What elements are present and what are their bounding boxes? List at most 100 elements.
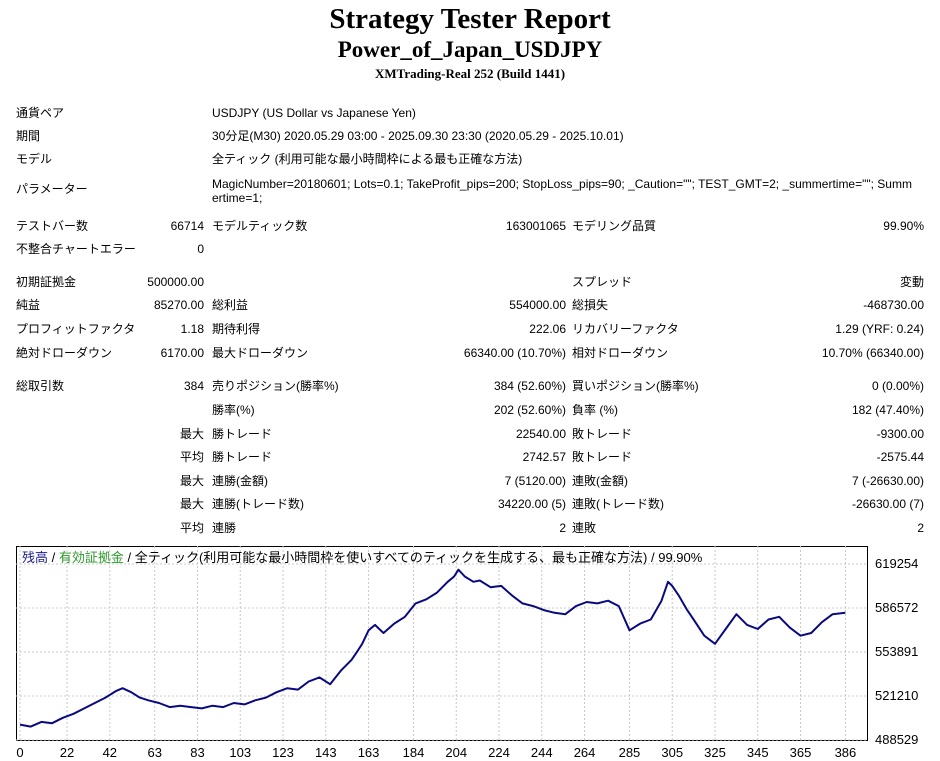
avg-loss-label: 敗トレード <box>572 450 633 464</box>
symbol-value: USDJPY (US Dollar vs Japanese Yen) <box>212 106 416 120</box>
y-tick-label: 586572 <box>875 600 919 615</box>
win-rate-label: 勝率(%) <box>212 403 255 417</box>
win-rate-value: 202 (52.60%) <box>493 403 566 417</box>
cons-wins-amount-value: 7 (5120.00) <box>504 474 566 488</box>
x-tick-label: 143 <box>314 745 337 760</box>
cons-wins-amount-label: 連勝(金額) <box>212 474 268 488</box>
y-tick-label: 488529 <box>875 732 919 747</box>
cons-losses-trades-label: 連敗(トレード数) <box>572 497 664 511</box>
spread-value: 変動 <box>899 275 924 289</box>
x-tick-label: 0 <box>16 745 24 760</box>
report-title: Strategy Tester Report <box>329 3 611 35</box>
short-positions-value: 384 (52.60%) <box>493 379 566 393</box>
recovery-factor-value: 1.29 (YRF: 0.24) <box>835 322 924 336</box>
max-label: 最大 <box>179 474 204 488</box>
net-value: 85270.00 <box>153 298 204 312</box>
gross-loss-value: -468730.00 <box>863 298 924 312</box>
legend-balance: 残高 <box>22 550 49 565</box>
x-tick-label: 123 <box>272 745 294 760</box>
avg-label: 平均 <box>179 450 204 464</box>
net-label: 純益 <box>16 298 41 312</box>
largest-win-value: 22540.00 <box>515 427 566 441</box>
x-tick-label: 22 <box>59 745 75 760</box>
deposit-value: 500000.00 <box>147 275 204 289</box>
legend-separator: / <box>48 550 59 565</box>
largest-win-label: 勝トレード <box>212 427 273 441</box>
abs-drawdown-value: 6170.00 <box>160 346 204 360</box>
rel-drawdown-label: 相対ドローダウン <box>572 346 669 360</box>
x-tick-label: 63 <box>147 745 162 760</box>
y-tick-label: 553891 <box>875 644 919 659</box>
symbol-label: 通貨ペア <box>16 106 65 120</box>
avg-label: 平均 <box>179 521 204 535</box>
avg-loss-value: -2575.44 <box>876 450 924 464</box>
gross-loss-label: 総損失 <box>572 298 609 312</box>
y-tick-label: 521210 <box>875 688 919 703</box>
avg-cons-losses-label: 連敗 <box>572 521 597 535</box>
loss-rate-value: 182 (47.40%) <box>851 403 924 417</box>
cons-losses-amount-label: 連敗(金額) <box>572 474 628 488</box>
abs-drawdown-label: 絶対ドローダウン <box>16 346 113 360</box>
cons-wins-trades-value: 34220.00 (5) <box>497 497 566 511</box>
x-tick-label: 42 <box>102 745 118 760</box>
params-value: MagicNumber=20180601; Lots=0.1; TakeProf… <box>212 177 912 205</box>
legend-separator: / <box>123 550 135 565</box>
max-drawdown-label: 最大ドローダウン <box>212 346 309 360</box>
x-tick-label: 365 <box>789 745 812 760</box>
expert-name: Power_of_Japan_USDJPY <box>337 37 603 62</box>
deposit-label: 初期証拠金 <box>16 275 77 289</box>
balance-line <box>19 568 846 728</box>
bars-label: テストバー数 <box>16 219 89 233</box>
avg-cons-losses-value: 2 <box>917 521 924 535</box>
total-trades-label: 総取引数 <box>16 379 65 393</box>
x-tick-label: 285 <box>618 745 641 760</box>
legend-model: 全ティック(利用可能な最小時間枠を使いすべてのティックを生成する、最も正確な方法… <box>134 550 703 565</box>
gross-profit-value: 554000.00 <box>509 298 566 312</box>
recovery-factor-label: リカバリーファクタ <box>572 322 679 336</box>
period-value: 30分足(M30) 2020.05.29 03:00 - 2025.09.30 … <box>212 129 624 143</box>
long-positions-label: 買いポジション(勝率%) <box>572 379 699 393</box>
avg-cons-wins-value: 2 <box>559 521 566 535</box>
largest-loss-label: 敗トレード <box>572 427 633 441</box>
quality-value: 99.90% <box>883 219 924 233</box>
gross-profit-label: 総利益 <box>212 298 249 312</box>
mismatch-value: 0 <box>197 242 204 256</box>
max-label: 最大 <box>179 427 204 441</box>
cons-wins-trades-label: 連勝(トレード数) <box>212 497 304 511</box>
y-tick-label: 619254 <box>875 556 919 571</box>
profit-factor-value: 1.18 <box>180 322 204 336</box>
total-trades-value: 384 <box>183 379 204 393</box>
x-tick-label: 345 <box>746 745 769 760</box>
spread-label: スプレッド <box>572 275 633 289</box>
ticks-label: モデルティック数 <box>212 219 308 233</box>
max-label: 最大 <box>179 497 204 511</box>
balance-chart-plot <box>16 546 868 741</box>
mismatch-label: 不整合チャートエラー <box>16 242 136 256</box>
x-tick-label: 244 <box>530 745 553 760</box>
x-tick-label: 184 <box>402 745 425 760</box>
x-tick-label: 386 <box>834 745 857 760</box>
period-label: 期間 <box>16 129 41 143</box>
bars-value: 66714 <box>170 219 204 233</box>
balance-chart <box>16 546 868 741</box>
x-tick-label: 83 <box>190 745 205 760</box>
server-info: XMTrading-Real 252 (Build 1441) <box>374 66 566 81</box>
x-tick-label: 103 <box>229 745 252 760</box>
legend-equity: 有効証拠金 <box>58 550 124 565</box>
cons-losses-trades-value: -26630.00 (7) <box>851 497 924 511</box>
rel-drawdown-value: 10.70% (66340.00) <box>821 346 924 360</box>
x-tick-label: 325 <box>704 745 726 760</box>
long-positions-value: 0 (0.00%) <box>871 379 924 393</box>
model-label: モデル <box>16 152 53 166</box>
short-positions-label: 売りポジション(勝率%) <box>212 379 339 393</box>
expected-payoff-value: 222.06 <box>529 322 566 336</box>
params-label: パラメーター <box>16 182 88 196</box>
x-tick-label: 264 <box>573 745 596 760</box>
chart-legend: 残高 / 有効証拠金 / 全ティック(利用可能な最小時間枠を使いすべてのティック… <box>22 550 702 566</box>
x-tick-label: 224 <box>488 745 510 760</box>
max-drawdown-value: 66340.00 (10.70%) <box>463 346 566 360</box>
cons-losses-amount-value: 7 (-26630.00) <box>851 474 924 488</box>
x-tick-label: 163 <box>357 745 380 760</box>
largest-loss-value: -9300.00 <box>876 427 924 441</box>
avg-win-value: 2742.57 <box>522 450 566 464</box>
